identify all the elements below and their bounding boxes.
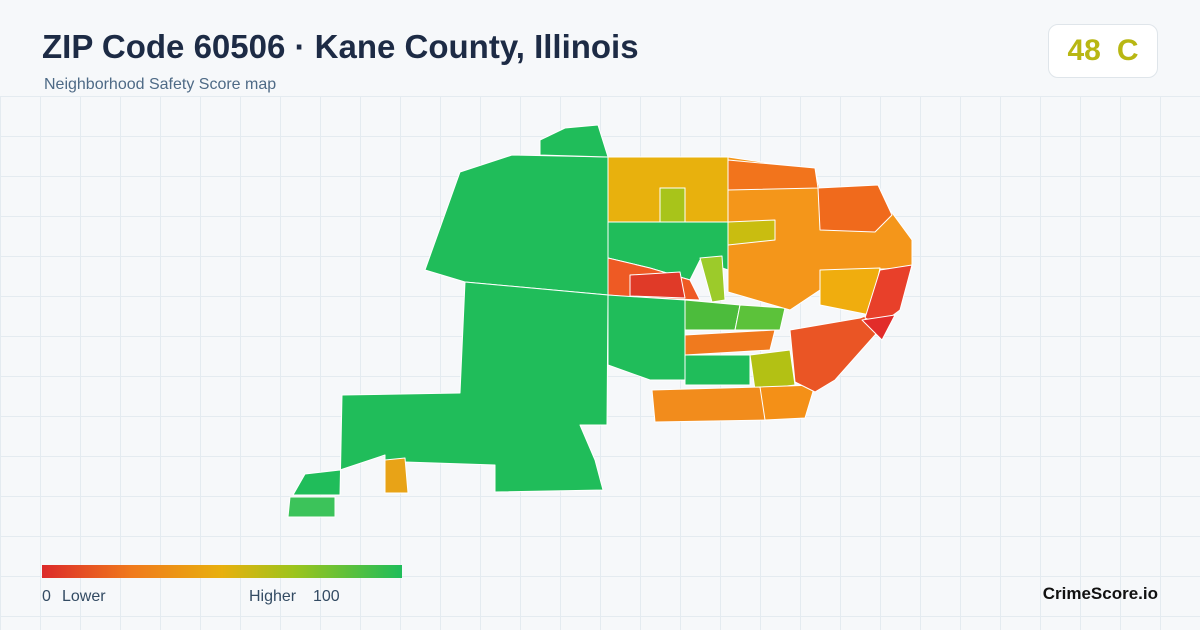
legend-max-label: Higher [249, 588, 297, 605]
region [684, 329, 776, 356]
legend-min: 0 [42, 588, 51, 605]
brand: CrimeScore.io [1042, 584, 1158, 603]
legend-min-label: Lower [62, 588, 106, 605]
subtitle: Neighborhood Safety Score map [44, 76, 277, 93]
region [684, 354, 751, 386]
score-value: 48 [1067, 34, 1101, 67]
region [699, 255, 726, 303]
score-badge: 48 C [1048, 24, 1158, 78]
region [384, 457, 409, 494]
region [539, 124, 609, 158]
regions [287, 124, 913, 518]
region [424, 154, 609, 296]
region [727, 219, 776, 246]
region [727, 159, 819, 191]
region [629, 271, 686, 299]
region [292, 281, 609, 496]
legend-max: 100 [313, 588, 340, 605]
region [861, 314, 896, 341]
legend-gradient [42, 565, 402, 578]
header: ZIP Code 60506 · Kane County, Illinois N… [0, 0, 1200, 97]
region [817, 184, 893, 233]
region [749, 349, 796, 391]
region [651, 386, 771, 423]
title: ZIP Code 60506 · Kane County, Illinois [42, 28, 639, 65]
region [659, 187, 686, 223]
region [759, 384, 816, 421]
region [607, 294, 686, 381]
region [684, 299, 741, 331]
score-grade: C [1116, 34, 1139, 67]
region [734, 304, 786, 331]
region [287, 496, 336, 518]
